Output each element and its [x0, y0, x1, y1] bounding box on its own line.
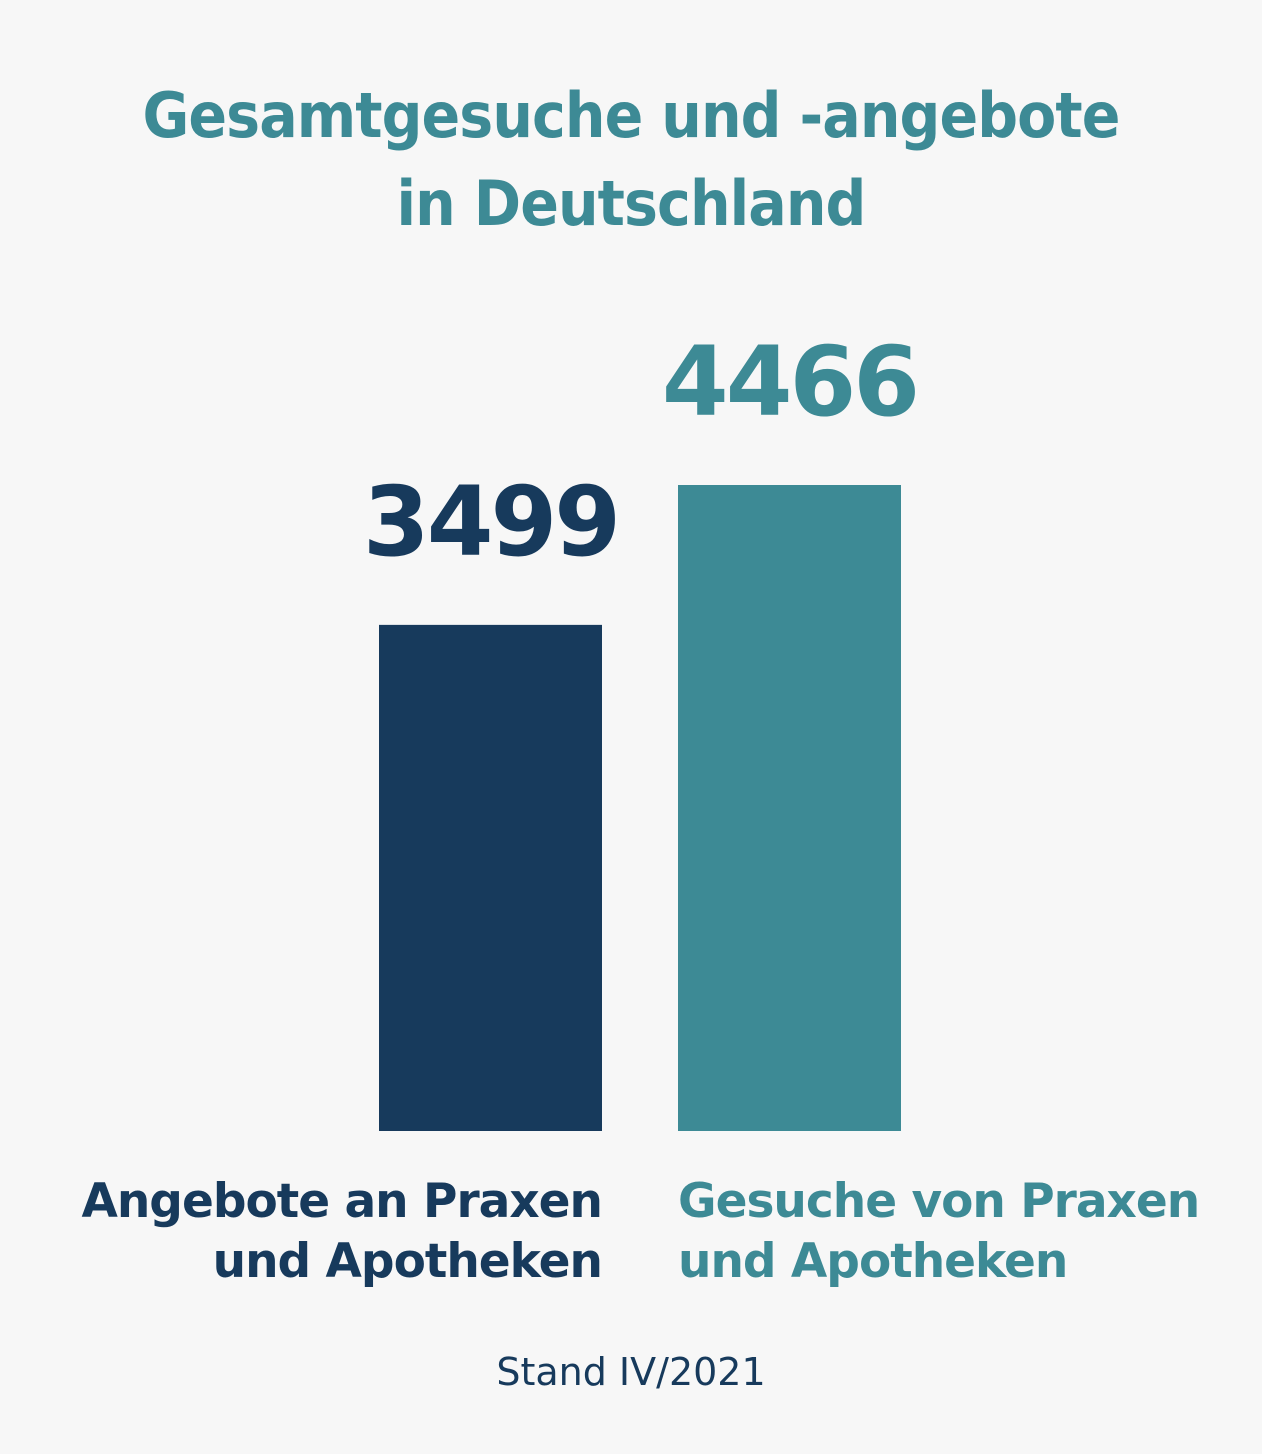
data-label-0: 3499	[363, 466, 618, 578]
chart-title-line-1: Gesamtgesuche und -angebote	[142, 79, 1120, 152]
chart-title: Gesamtgesuche und -angebote in Deutschla…	[0, 72, 1262, 248]
chart-title-line-2: in Deutschland	[396, 167, 867, 240]
category-label-angebote: Angebote an Praxen und Apotheken	[81, 1172, 603, 1292]
data-label-1: 4466	[662, 326, 917, 438]
category-label-line: und Apotheken	[212, 1234, 603, 1289]
category-label-line: und Apotheken	[678, 1234, 1068, 1289]
bar-0	[379, 624, 602, 1131]
category-label-gesuche: Gesuche von Praxen und Apotheken	[678, 1172, 1200, 1292]
footnote: Stand IV/2021	[496, 1350, 766, 1394]
category-label-line: Angebote an Praxen	[81, 1174, 603, 1229]
bar-1	[678, 485, 901, 1131]
category-label-line: Gesuche von Praxen	[678, 1174, 1200, 1229]
